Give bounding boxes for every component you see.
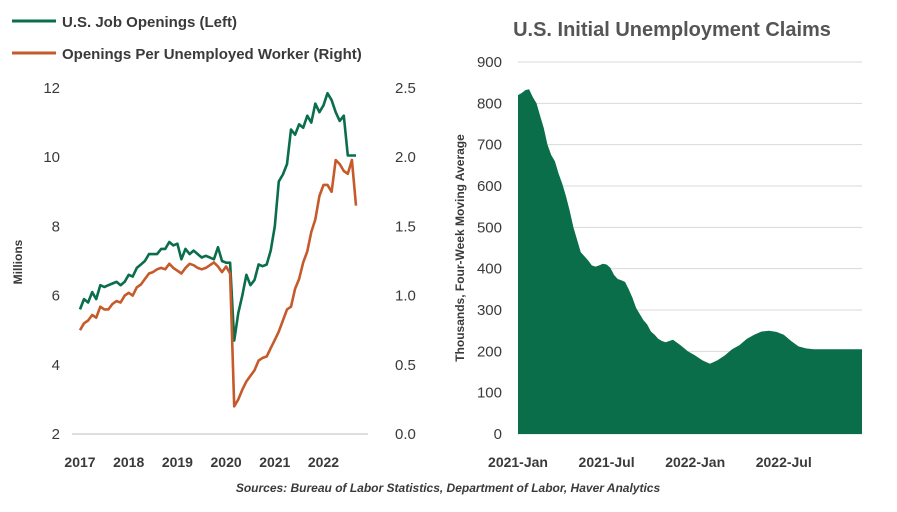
series-line-job-openings	[78, 91, 356, 342]
left-y-tick-label: 2	[52, 426, 60, 443]
claims-y-tick-label: 400	[477, 261, 502, 278]
legend-label-job-openings: U.S. Job Openings (Left)	[62, 14, 237, 31]
claims-x-tick-label: 2022-Jul	[756, 454, 812, 470]
left-x-tick-label: 2022	[308, 454, 339, 470]
claims-y-tick-label: 0	[494, 426, 502, 443]
left-y-tick-label: 4	[52, 357, 60, 374]
right-y-tick-label: 1.5	[395, 218, 416, 235]
legend-label-openings-per-unemployed: Openings Per Unemployed Worker (Right)	[62, 46, 362, 63]
left-series-group	[78, 91, 358, 408]
claims-y-tick-label: 800	[477, 95, 502, 112]
right-y-tick-label: 0.0	[395, 426, 416, 443]
series-line-openings-per-unemployed	[78, 158, 358, 408]
claims-x-axis: 2021-Jan 2021-Jul 2022-Jan 2022-Jul	[488, 454, 812, 470]
right-y-axis: 0.0 0.5 1.0 1.5 2.0 2.5	[395, 80, 416, 443]
left-x-tick-label: 2018	[113, 454, 144, 470]
claims-chart-title: U.S. Initial Unemployment Claims	[513, 19, 831, 41]
claims-y-tick-label: 200	[477, 343, 502, 360]
right-y-tick-label: 2.0	[395, 149, 416, 166]
claims-x-tick-label: 2022-Jan	[665, 454, 725, 470]
claims-x-tick-label: 2021-Jul	[579, 454, 635, 470]
claims-y-tick-label: 300	[477, 302, 502, 319]
left-x-tick-label: 2020	[211, 454, 242, 470]
job-openings-chart: U.S. Job Openings (Left) Openings Per Un…	[11, 14, 416, 470]
claims-area	[518, 89, 862, 435]
initial-claims-chart: U.S. Initial Unemployment Claims Thousan…	[453, 19, 862, 470]
left-x-axis: 2017 2018 2019 2020 2021 2022	[64, 454, 339, 470]
left-y-axis: 2 4 6 8 10 12	[43, 80, 60, 443]
claims-y-axis: 0 100 200 300 400 500 600 700 800 900	[477, 54, 502, 443]
left-y-axis-title: Millions	[11, 239, 25, 284]
left-x-tick-label: 2017	[64, 454, 95, 470]
claims-y-tick-label: 100	[477, 385, 502, 402]
left-y-tick-label: 10	[43, 149, 60, 166]
claims-y-tick-label: 500	[477, 219, 502, 236]
claims-area-group	[518, 89, 862, 435]
right-y-tick-label: 0.5	[395, 357, 416, 374]
left-y-tick-label: 8	[52, 218, 60, 235]
claims-x-tick-label: 2021-Jan	[488, 454, 548, 470]
left-y-tick-label: 6	[52, 288, 60, 305]
claims-y-tick-label: 600	[477, 178, 502, 195]
left-y-tick-label: 12	[43, 80, 60, 97]
left-x-tick-label: 2019	[162, 454, 193, 470]
left-x-tick-label: 2021	[259, 454, 290, 470]
claims-y-tick-label: 900	[477, 54, 502, 71]
legend: U.S. Job Openings (Left) Openings Per Un…	[12, 14, 362, 63]
right-y-tick-label: 2.5	[395, 80, 416, 97]
claims-y-axis-title: Thousands, Four-Week Moving Average	[453, 134, 467, 362]
claims-y-tick-label: 700	[477, 137, 502, 154]
right-y-tick-label: 1.0	[395, 288, 416, 305]
source-note: Sources: Bureau of Labor Statistics, Dep…	[236, 481, 661, 495]
